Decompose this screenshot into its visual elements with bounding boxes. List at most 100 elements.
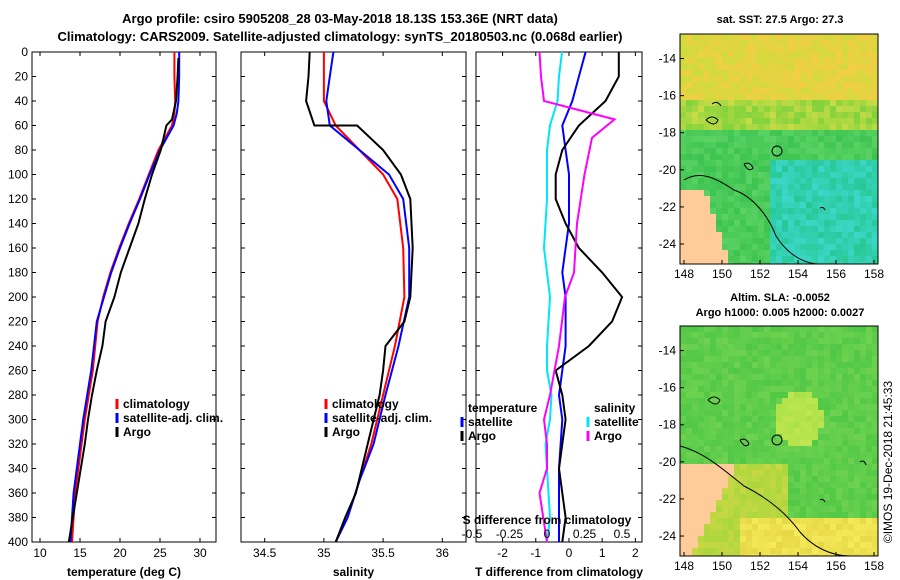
map-cell — [794, 548, 801, 555]
map-cell — [746, 118, 753, 125]
map-cell — [836, 40, 843, 47]
map-cell — [824, 262, 831, 265]
map-cell — [758, 100, 765, 107]
map-cell — [758, 40, 765, 47]
map-cell — [794, 220, 801, 227]
map-cell — [866, 368, 873, 375]
map-cell — [752, 434, 759, 441]
map-cell — [734, 344, 741, 351]
map-cell — [776, 512, 783, 519]
map-cell — [740, 46, 747, 53]
map-cell — [752, 350, 759, 357]
map-cell — [740, 118, 747, 125]
map-cell — [854, 124, 861, 131]
map-cell — [746, 488, 753, 495]
map-cell — [740, 344, 747, 351]
map-cell — [800, 70, 807, 77]
map-cell — [686, 202, 693, 209]
map-cell — [776, 332, 783, 339]
map-cell — [860, 100, 867, 107]
map-cell — [848, 88, 855, 95]
map-cell — [680, 256, 687, 263]
map-cell — [770, 428, 777, 435]
map-cell — [812, 398, 819, 405]
map-cell — [752, 160, 759, 167]
map-cell — [686, 434, 693, 441]
map-cell — [788, 226, 795, 233]
map-cell — [812, 368, 819, 375]
map-cell — [710, 40, 717, 47]
map-cell — [704, 106, 711, 113]
map-cell — [794, 214, 801, 221]
map-cell — [812, 52, 819, 59]
map-cell — [734, 350, 741, 357]
map-cell — [782, 500, 789, 507]
map-cell — [734, 94, 741, 101]
map-cell — [764, 94, 771, 101]
map-cell — [704, 500, 711, 507]
map-cell — [794, 368, 801, 375]
map-cell — [872, 208, 879, 215]
map-cell — [764, 374, 771, 381]
map-cell — [710, 130, 717, 137]
map-cell — [770, 82, 777, 89]
map-cell — [854, 184, 861, 191]
map-cell — [722, 46, 729, 53]
map-cell — [686, 542, 693, 549]
map-cell — [842, 124, 849, 131]
map-cell — [728, 530, 735, 537]
map-cell — [782, 70, 789, 77]
map-cell — [818, 148, 825, 155]
map-cell — [824, 52, 831, 59]
map-cell — [758, 244, 765, 251]
map-cell — [710, 244, 717, 251]
map-cell — [746, 154, 753, 161]
map-cell — [710, 362, 717, 369]
map-cell — [860, 398, 867, 405]
map-cell — [872, 326, 879, 333]
map-cell — [758, 172, 765, 179]
map-cell — [782, 244, 789, 251]
map-cell — [722, 470, 729, 477]
map-cell — [728, 226, 735, 233]
map-cell — [698, 220, 705, 227]
map-cell — [872, 214, 879, 221]
map-cell — [836, 434, 843, 441]
map-cell — [842, 416, 849, 423]
sst-map: sat. SST: 27.5 Argo: 27.3 -14-16-18-20-2… — [659, 14, 885, 281]
map-cell — [776, 220, 783, 227]
map-cell — [818, 154, 825, 161]
map-cell — [830, 380, 837, 387]
map-cell — [866, 536, 873, 543]
map-cell — [686, 326, 693, 333]
map-cell — [716, 500, 723, 507]
map-cell — [704, 232, 711, 239]
map-cell — [758, 524, 765, 531]
map-cell — [788, 422, 795, 429]
map-cell — [740, 434, 747, 441]
map-cell — [782, 154, 789, 161]
map-cell — [692, 34, 699, 41]
map-cell — [704, 154, 711, 161]
map-cell — [680, 196, 687, 203]
map-cell — [680, 58, 687, 65]
map-cell — [752, 344, 759, 351]
map-cell — [764, 88, 771, 95]
map-cell — [800, 524, 807, 531]
map-cell — [800, 494, 807, 501]
map-cell — [686, 500, 693, 507]
map-cell — [824, 238, 831, 245]
map-cell — [680, 404, 687, 411]
map-cell — [800, 542, 807, 549]
map-cell — [782, 542, 789, 549]
map-cell — [836, 148, 843, 155]
map-cell — [860, 244, 867, 251]
map-cell — [818, 422, 825, 429]
map-cell — [866, 482, 873, 489]
map-cell — [722, 548, 729, 555]
map-cell — [800, 124, 807, 131]
map-cell — [740, 124, 747, 131]
map-cell — [746, 524, 753, 531]
map-cell — [788, 238, 795, 245]
